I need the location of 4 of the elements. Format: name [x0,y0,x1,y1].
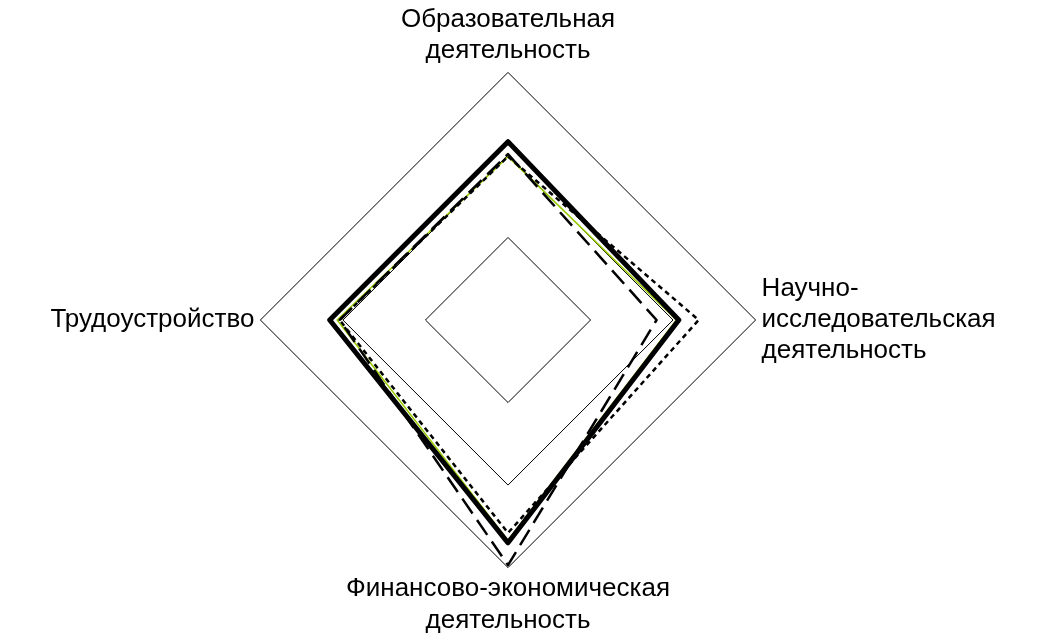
spoke-label: Научно- исследовательская деятельность [761,271,996,365]
spoke-label: Образовательная деятельность [400,2,616,64]
spoke-label: Финансово-экономическая деятельность [346,572,670,634]
spoke-label: Трудоустройство [50,303,255,334]
